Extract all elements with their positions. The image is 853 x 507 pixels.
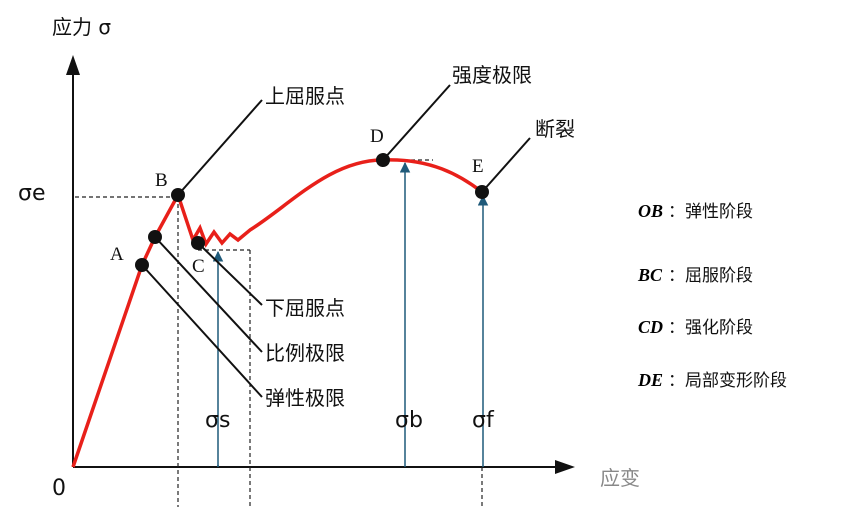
legend-key: OB <box>638 201 663 221</box>
legend-text: ：屈服阶段 <box>668 266 753 286</box>
legend-key: CD <box>638 317 663 337</box>
stress-label: σb <box>395 408 423 433</box>
point-label: A <box>110 244 124 265</box>
callout: 强度极限 <box>452 63 532 87</box>
callout: 上屈服点 <box>265 84 345 108</box>
point-label: E <box>472 156 484 177</box>
leader-lines <box>141 84 531 398</box>
legend-key: DE <box>637 370 663 390</box>
origin-label: 0 <box>52 476 66 501</box>
x-arrow <box>555 460 575 474</box>
y-arrow <box>66 55 80 75</box>
legend-text: ：强化阶段 <box>668 318 753 338</box>
y-axis-label: 应力 σ <box>52 15 111 39</box>
legend: OB ：弹性阶段 BC ：屈服阶段 CD ：强化阶段 DE ：局部变形阶段 <box>637 201 787 391</box>
stress-label: σf <box>472 408 495 433</box>
legend-key: BC <box>637 265 663 285</box>
guide-lines <box>75 159 483 507</box>
legend-text: ：弹性阶段 <box>668 202 753 222</box>
point-label: C <box>192 256 205 277</box>
stress-label: σe <box>18 181 45 206</box>
points <box>135 153 489 272</box>
point-label: B <box>155 170 168 191</box>
callout: 比例极限 <box>265 341 345 365</box>
callout: 断裂 <box>535 117 575 141</box>
stress-strain-curve <box>71 158 484 468</box>
callout: 下屈服点 <box>265 296 345 320</box>
point-label: D <box>370 126 384 147</box>
x-axis-label: 应变 <box>600 466 640 490</box>
callout: 弹性极限 <box>265 386 345 410</box>
legend-text: ：局部变形阶段 <box>668 371 787 391</box>
stress-label: σs <box>205 408 230 433</box>
